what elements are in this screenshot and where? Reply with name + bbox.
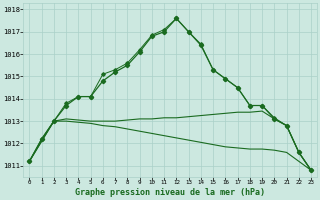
X-axis label: Graphe pression niveau de la mer (hPa): Graphe pression niveau de la mer (hPa) — [75, 188, 265, 197]
